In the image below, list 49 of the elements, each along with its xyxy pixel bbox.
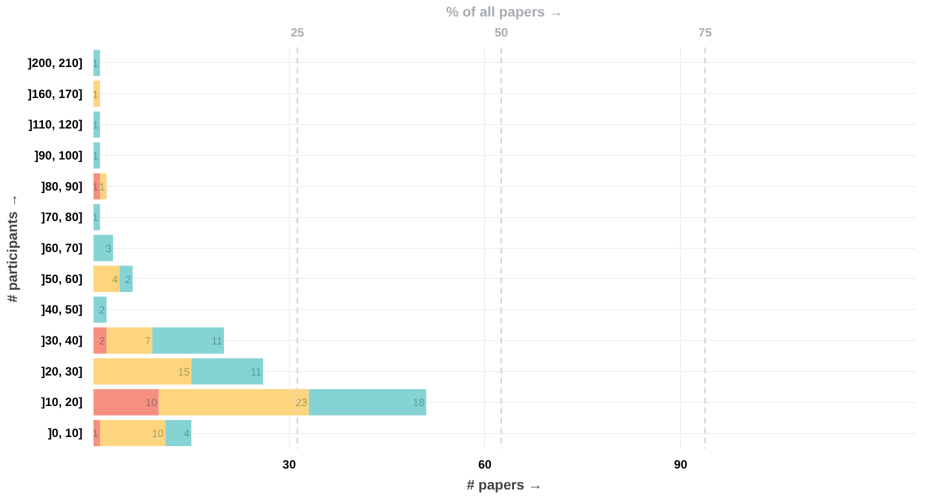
bar: [94, 358, 192, 384]
y-tick-label: ]10, 20]: [41, 395, 83, 410]
bar: [94, 234, 114, 262]
data-label: 10: [152, 428, 164, 440]
bar: [100, 420, 166, 446]
y-tick-label: ]30, 40]: [41, 334, 83, 348]
bar: [158, 389, 309, 416]
y-tick-label: ]110, 120]: [28, 118, 83, 132]
y-tick-label: ]0, 10]: [48, 426, 83, 440]
data-label: 15: [178, 366, 190, 378]
y-tick-label: ]160, 170]: [28, 86, 83, 101]
data-label: 4: [112, 274, 118, 286]
x2-tick-label: 25: [290, 26, 304, 40]
bar: [94, 173, 100, 200]
x2-axis-title: % of all papers →: [446, 4, 563, 20]
bar: [94, 80, 100, 107]
bar: [94, 327, 107, 354]
bar: [308, 389, 426, 416]
x-axis-title: # papers →: [466, 476, 542, 492]
x-tick-label: 60: [478, 458, 492, 472]
data-label: 1: [92, 88, 99, 101]
bar: [191, 358, 264, 384]
data-label: 2: [99, 336, 106, 348]
bar: [120, 266, 133, 292]
y-tick-label: ]20, 30]: [41, 364, 83, 378]
y-tick-label: ]90, 100]: [34, 148, 83, 162]
data-label: 1: [92, 428, 99, 440]
y-tick-label: ]70, 80]: [41, 210, 83, 224]
bar: [152, 327, 224, 354]
x-tick-label: 30: [282, 458, 296, 472]
data-label: 1: [92, 181, 99, 194]
bar: [94, 266, 120, 292]
y-tick-label: ]40, 50]: [41, 302, 83, 317]
x2-tick-label: 75: [698, 26, 712, 40]
x-tick-label: 90: [674, 458, 688, 472]
bar: [106, 327, 152, 354]
y-tick-label: ]80, 90]: [41, 179, 83, 194]
bar: [94, 389, 159, 416]
y-tick-label: ]200, 210]: [28, 56, 83, 70]
y-tick-label: ]50, 60]: [41, 272, 83, 286]
bar: [94, 204, 100, 230]
data-label: 23: [295, 397, 308, 410]
bar: [165, 420, 192, 446]
data-label: 10: [145, 397, 158, 410]
y-axis-title: # participants →: [4, 194, 20, 302]
x2-tick-label: 50: [494, 26, 508, 40]
data-label: 7: [144, 336, 151, 348]
bar: [94, 296, 107, 323]
y-tick-label: ]60, 70]: [41, 241, 83, 255]
